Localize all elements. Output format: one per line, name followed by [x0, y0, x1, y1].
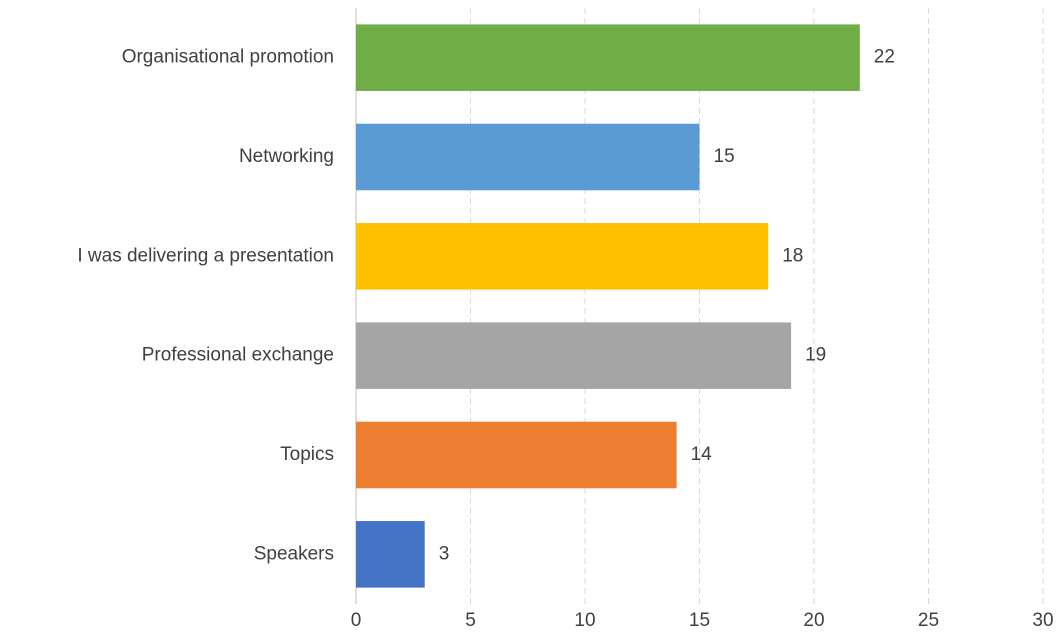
y-tick-label: Topics: [280, 444, 334, 465]
bar: [356, 322, 792, 389]
y-tick-label: Professional exchange: [142, 345, 334, 366]
data-label: 18: [782, 245, 803, 266]
bar: [356, 123, 700, 191]
x-tick-label: 0: [351, 610, 362, 631]
x-tick-label: 10: [574, 610, 595, 631]
x-tick-label: 30: [1032, 610, 1053, 631]
bar: [356, 24, 860, 91]
x-tick-label: 15: [689, 610, 710, 631]
data-label: 22: [874, 47, 895, 68]
x-tick-label: 20: [803, 610, 824, 631]
bar: [356, 421, 677, 489]
y-tick-label: Networking: [239, 146, 334, 167]
data-label: 19: [805, 345, 826, 366]
data-label: 14: [691, 444, 713, 465]
y-tick-label: Organisational promotion: [122, 47, 334, 68]
x-tick-label: 5: [465, 610, 476, 631]
data-label: 3: [439, 543, 450, 564]
y-tick-label: Speakers: [254, 543, 334, 564]
data-label: 15: [714, 146, 735, 167]
x-tick-label: 25: [918, 610, 939, 631]
bar: [356, 521, 425, 588]
bar: [356, 223, 769, 290]
y-tick-label: I was delivering a presentation: [77, 245, 334, 266]
